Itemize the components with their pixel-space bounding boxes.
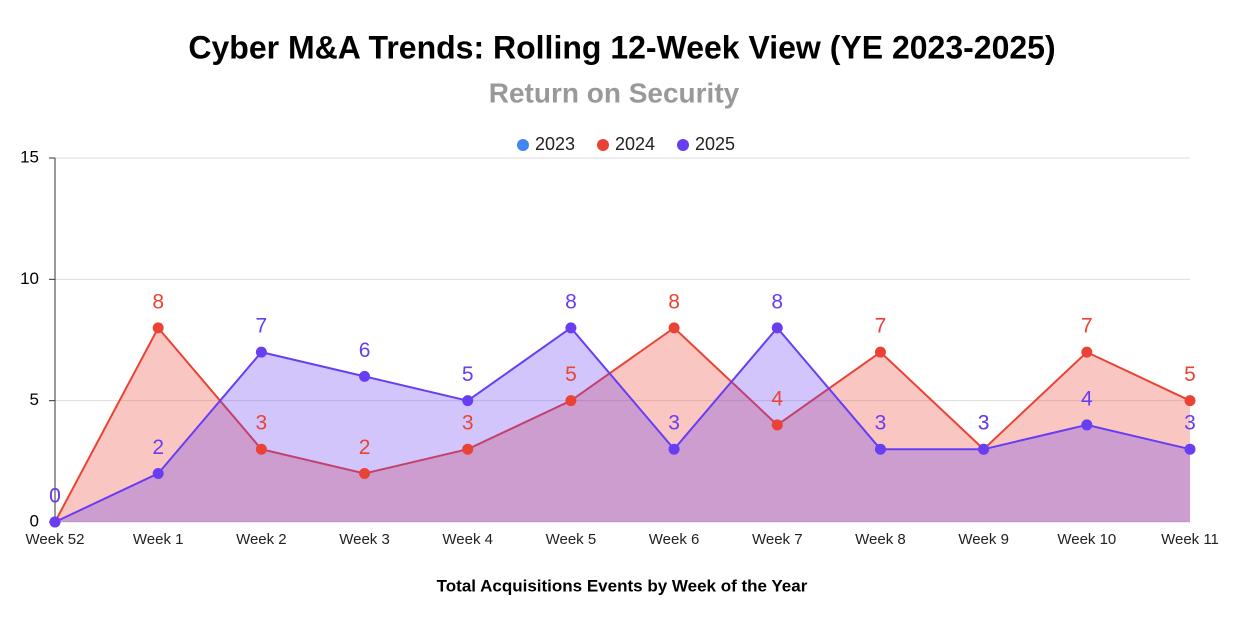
point bbox=[1184, 395, 1196, 407]
data-label: 2 bbox=[152, 436, 164, 459]
x-tick-label: Week 6 bbox=[649, 531, 700, 548]
point bbox=[771, 322, 783, 334]
point bbox=[565, 395, 577, 407]
data-label: 8 bbox=[565, 290, 577, 313]
point bbox=[978, 443, 990, 455]
chart-subtitle: Return on Security bbox=[489, 77, 740, 108]
data-label: 7 bbox=[875, 315, 887, 338]
point bbox=[874, 346, 886, 358]
point bbox=[255, 443, 267, 455]
line bbox=[54, 326, 1191, 523]
point bbox=[462, 395, 474, 407]
area bbox=[55, 327, 1190, 522]
data-label: 0 bbox=[49, 485, 61, 508]
y-tick-label: 10 bbox=[20, 269, 39, 288]
data-label: 3 bbox=[978, 412, 990, 435]
x-tick-label: Week 52 bbox=[26, 531, 85, 548]
data-label: 6 bbox=[359, 339, 371, 362]
point bbox=[152, 467, 164, 479]
data-label: 7 bbox=[256, 315, 268, 338]
x-tick-label: Week 3 bbox=[339, 531, 390, 548]
data-label: 8 bbox=[668, 290, 680, 313]
data-label: 2 bbox=[359, 436, 371, 459]
point bbox=[49, 516, 61, 528]
x-tick-label: Week 8 bbox=[855, 531, 906, 548]
x-tick-label: Week 4 bbox=[442, 531, 493, 548]
point bbox=[1081, 346, 1093, 358]
data-label: 5 bbox=[565, 363, 577, 386]
y-tick-label: 0 bbox=[30, 511, 39, 530]
point bbox=[565, 322, 577, 334]
data-label: 3 bbox=[875, 412, 887, 435]
point bbox=[771, 419, 783, 431]
point bbox=[1081, 419, 1093, 431]
x-tick-label: Week 1 bbox=[133, 531, 184, 548]
point bbox=[1184, 443, 1196, 455]
data-label: 3 bbox=[462, 412, 474, 435]
data-label: 8 bbox=[771, 290, 783, 313]
data-label: 4 bbox=[771, 387, 783, 410]
data-label: 5 bbox=[1184, 363, 1196, 386]
x-tick-label: Week 10 bbox=[1057, 531, 1116, 548]
point bbox=[359, 370, 371, 382]
x-tick-label: Week 9 bbox=[958, 531, 1009, 548]
y-tick-label: 5 bbox=[30, 390, 39, 409]
legend-label: 2023 bbox=[535, 134, 575, 154]
legend-label: 2024 bbox=[615, 134, 655, 154]
data-label: 4 bbox=[1081, 387, 1093, 410]
point bbox=[668, 443, 680, 455]
line bbox=[54, 326, 1191, 523]
point bbox=[152, 322, 164, 334]
data-label: 3 bbox=[1184, 412, 1196, 435]
data-label: 7 bbox=[1081, 315, 1093, 338]
area bbox=[55, 327, 1190, 522]
data-label: 0 bbox=[49, 485, 61, 508]
point bbox=[874, 443, 886, 455]
point bbox=[668, 322, 680, 334]
x-tick-label: Week 5 bbox=[546, 531, 597, 548]
legend-swatch bbox=[517, 139, 529, 151]
legend-swatch bbox=[677, 139, 689, 151]
y-tick-label: 15 bbox=[20, 147, 39, 166]
x-tick-label: Week 7 bbox=[752, 531, 803, 548]
data-label: 8 bbox=[152, 290, 164, 313]
data-label: 3 bbox=[978, 412, 990, 435]
x-tick-label: Week 2 bbox=[236, 531, 287, 548]
data-label: 3 bbox=[256, 412, 268, 435]
x-tick-label: Week 11 bbox=[1161, 531, 1219, 548]
data-label: 3 bbox=[668, 412, 680, 435]
legend-swatch bbox=[597, 139, 609, 151]
point bbox=[255, 346, 267, 358]
x-axis-title: Total Acquisitions Events by Week of the… bbox=[437, 576, 808, 595]
point bbox=[462, 443, 474, 455]
legend-label: 2025 bbox=[695, 134, 735, 154]
data-label: 5 bbox=[462, 363, 474, 386]
chart-title: Cyber M&A Trends: Rolling 12-Week View (… bbox=[188, 29, 1055, 65]
point bbox=[359, 467, 371, 479]
